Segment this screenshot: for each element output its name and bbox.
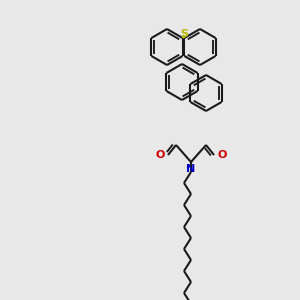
Text: O: O [217, 150, 226, 160]
Text: S: S [181, 29, 188, 39]
Text: N: N [186, 164, 196, 174]
Text: O: O [156, 150, 165, 160]
